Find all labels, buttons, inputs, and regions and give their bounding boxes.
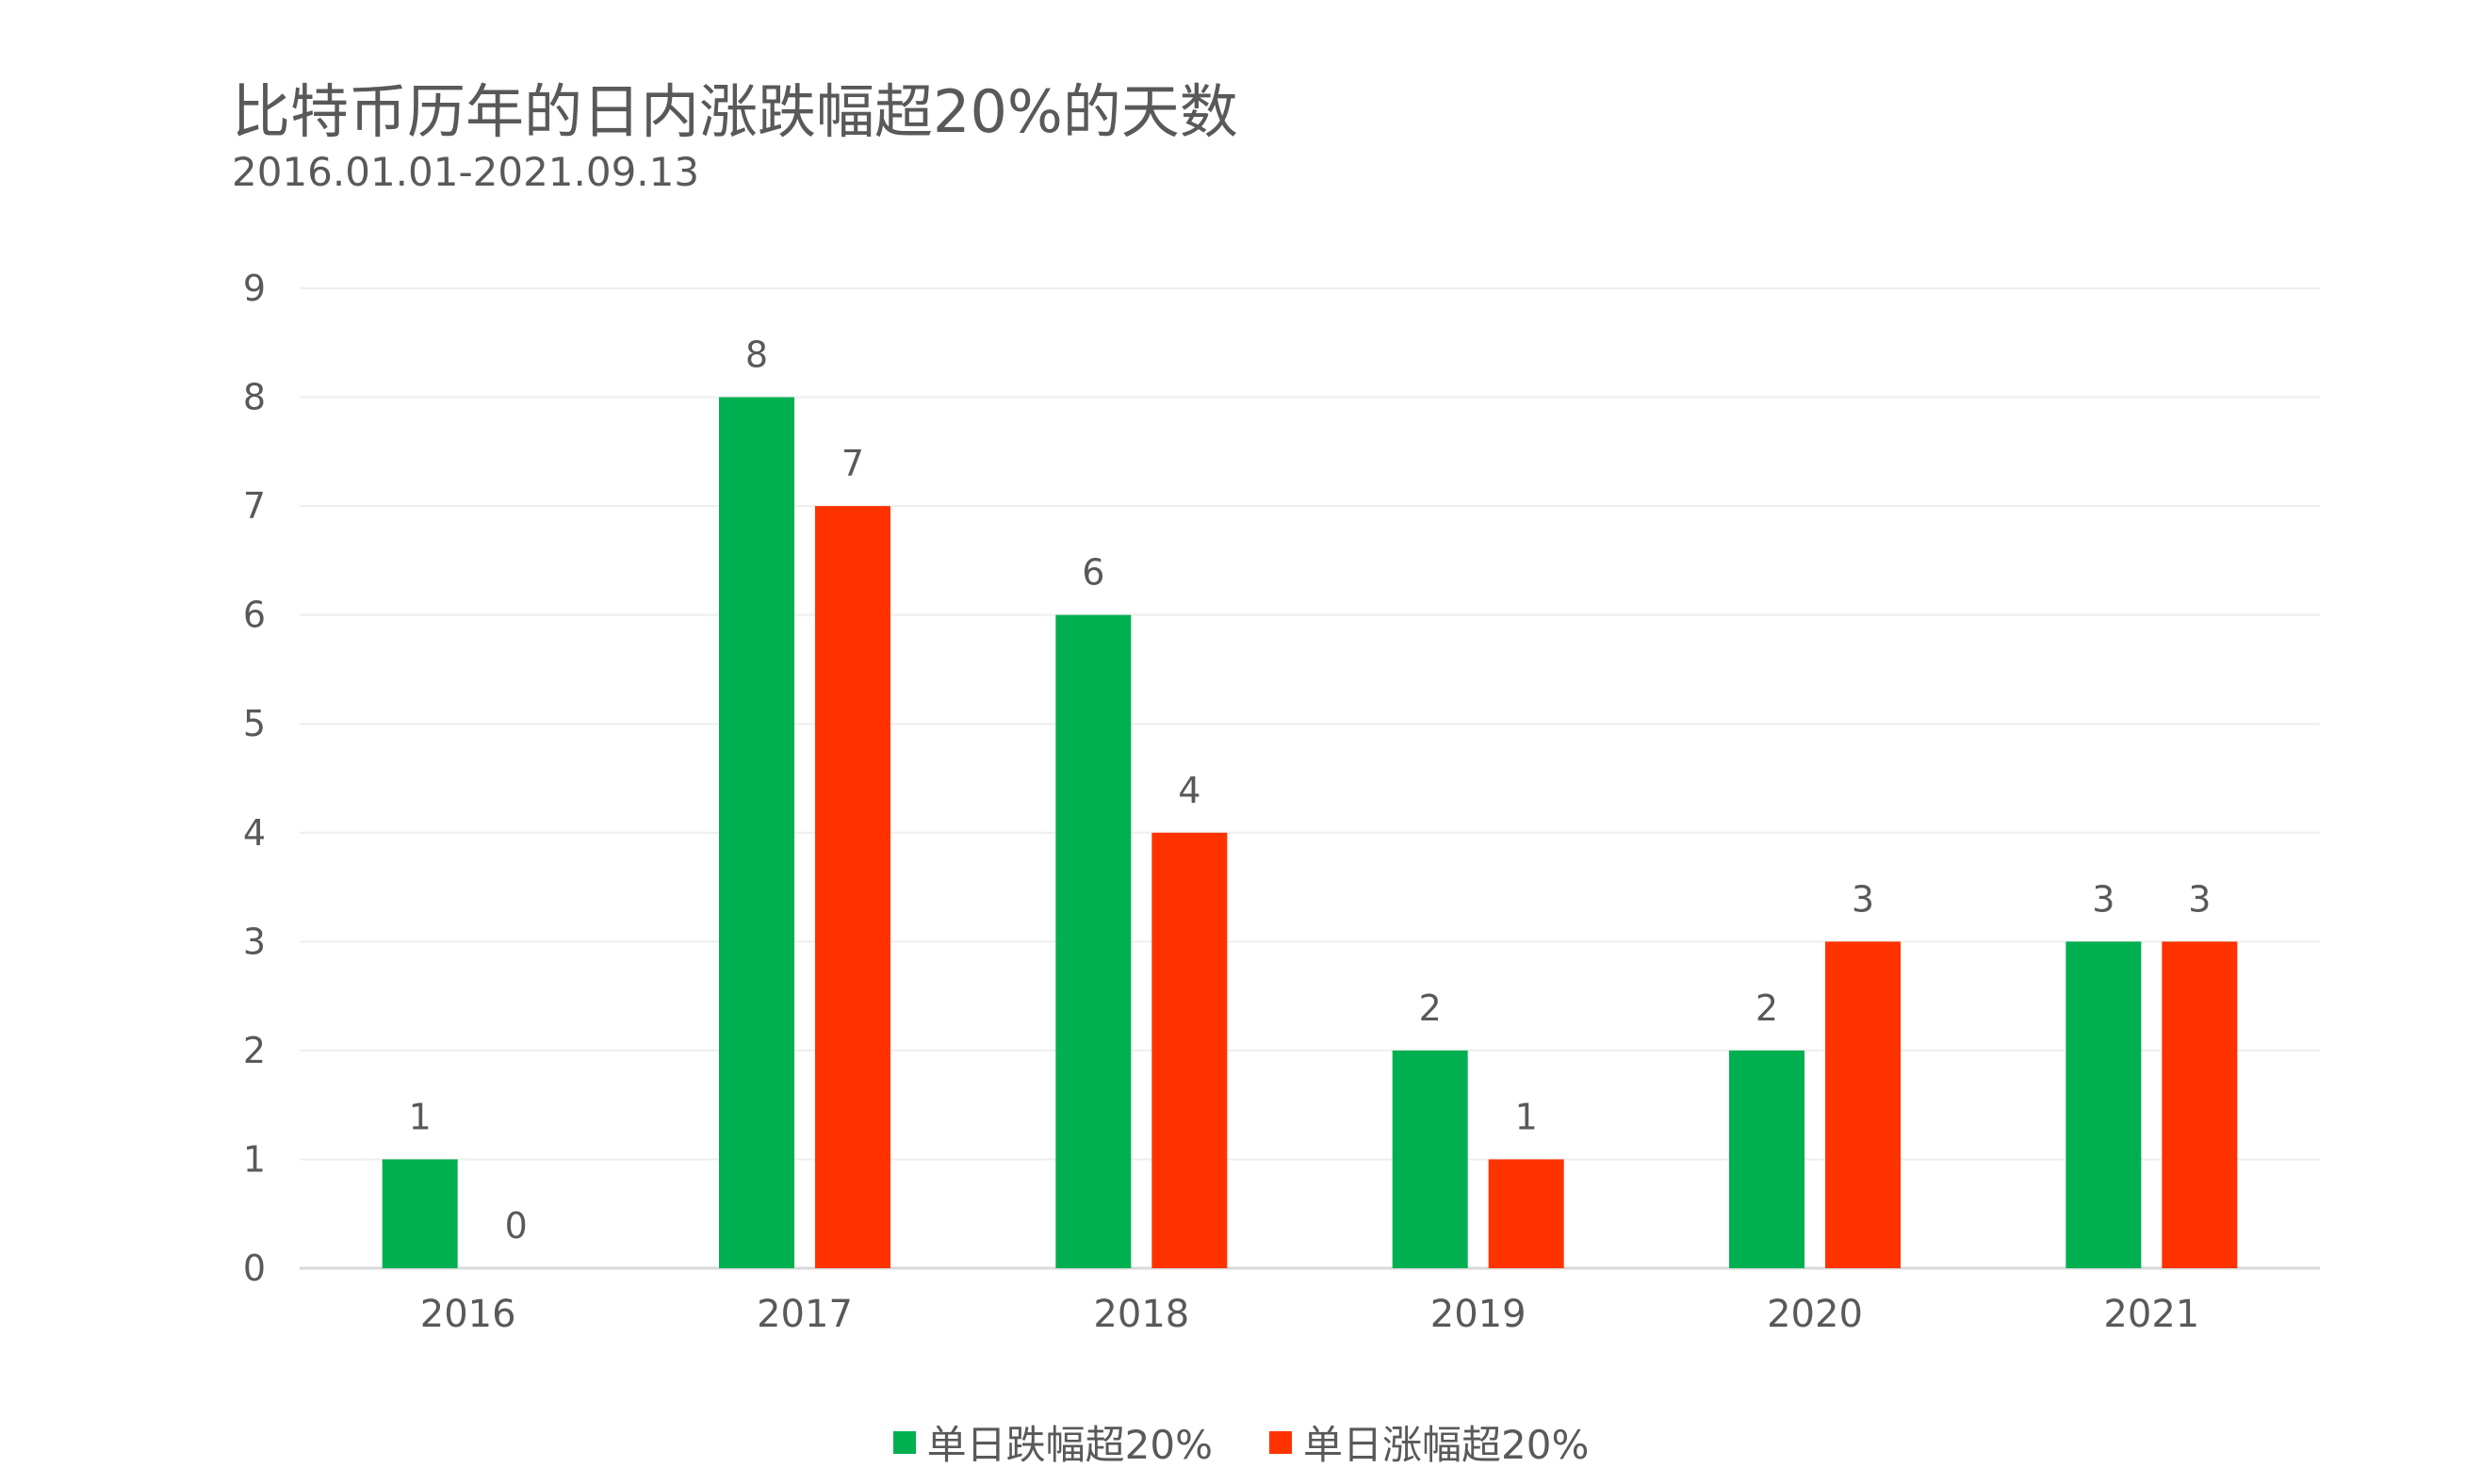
y-tick-label: 1 xyxy=(243,1138,266,1180)
data-label: 7 xyxy=(841,443,864,484)
data-label: 6 xyxy=(1082,552,1104,594)
x-category-label: 2018 xyxy=(1093,1293,1189,1336)
legend-label-fall: 单日跌幅超20% xyxy=(926,1422,1213,1468)
bar-rise-2018[interactable] xyxy=(1151,832,1228,1268)
y-tick-label: 6 xyxy=(243,595,266,636)
y-tick-label: 9 xyxy=(243,268,266,309)
legend-swatch-rise xyxy=(1269,1430,1292,1454)
x-category-label: 2019 xyxy=(1430,1293,1527,1336)
data-label: 3 xyxy=(2092,878,2115,920)
y-tick-label: 5 xyxy=(243,703,266,744)
bar-fall-2021[interactable] xyxy=(2066,941,2142,1268)
data-label: 1 xyxy=(1515,1096,1538,1137)
bar-fall-2020[interactable] xyxy=(1729,1050,1804,1268)
bar-fall-2018[interactable] xyxy=(1055,614,1132,1268)
data-label: 2 xyxy=(1419,987,1442,1029)
y-tick-label: 2 xyxy=(243,1030,266,1071)
bar-fall-2017[interactable] xyxy=(719,397,794,1268)
data-label: 1 xyxy=(409,1096,432,1137)
y-tick-label: 3 xyxy=(243,921,266,962)
bar-rise-2019[interactable] xyxy=(1488,1159,1564,1268)
x-category-label: 2021 xyxy=(2103,1293,2199,1336)
x-category-label: 2016 xyxy=(420,1293,516,1336)
data-label: 2 xyxy=(1755,987,1778,1029)
y-tick-label: 7 xyxy=(243,485,266,527)
data-label: 8 xyxy=(745,334,768,376)
bar-rise-2020[interactable] xyxy=(1825,941,1901,1268)
chart-subtitle: 2016.01.01-2021.09.13 xyxy=(232,149,700,195)
data-label: 3 xyxy=(1852,878,1874,920)
bar-chart: 0123456789102016872017642018212019232020… xyxy=(243,268,2320,1336)
legend-label-rise: 单日涨幅超20% xyxy=(1303,1422,1590,1468)
bar-rise-2021[interactable] xyxy=(2162,941,2238,1268)
bar-fall-2016[interactable] xyxy=(382,1159,458,1268)
legend-swatch-fall xyxy=(892,1430,916,1454)
legend-item-rise[interactable]: 单日涨幅超20% xyxy=(1269,1413,1589,1471)
y-tick-label: 4 xyxy=(243,812,266,854)
bar-rise-2017[interactable] xyxy=(815,506,890,1268)
chart-legend: 单日跌幅超20% 单日涨幅超20% xyxy=(0,1413,2482,1471)
y-tick-label: 8 xyxy=(243,377,266,418)
legend-item-fall[interactable]: 单日跌幅超20% xyxy=(892,1413,1213,1471)
data-label: 0 xyxy=(505,1205,528,1247)
x-category-label: 2020 xyxy=(1767,1293,1863,1336)
y-tick-label: 0 xyxy=(243,1248,266,1289)
x-category-label: 2017 xyxy=(757,1293,853,1336)
data-label: 4 xyxy=(1178,770,1200,811)
bar-fall-2019[interactable] xyxy=(1392,1050,1468,1268)
data-label: 3 xyxy=(2188,878,2211,920)
chart-title: 比特币历年的日内涨跌幅超20%的天数 xyxy=(232,77,1238,146)
